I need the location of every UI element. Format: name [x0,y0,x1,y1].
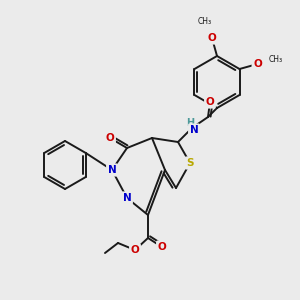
Text: S: S [186,158,194,168]
Text: O: O [130,245,140,255]
Text: N: N [190,125,198,135]
Text: O: O [208,33,216,43]
Text: O: O [158,242,166,252]
Text: O: O [206,97,214,107]
Text: H: H [186,118,194,128]
Text: O: O [253,59,262,69]
Text: N: N [108,165,116,175]
Text: CH₃: CH₃ [198,16,212,26]
Text: N: N [123,193,131,203]
Text: O: O [106,133,114,143]
Text: CH₃: CH₃ [268,56,283,64]
